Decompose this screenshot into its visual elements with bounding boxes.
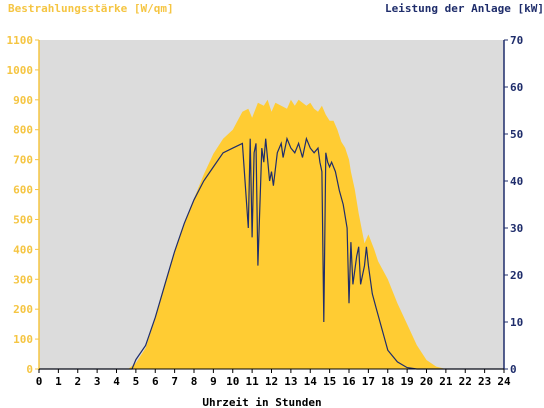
x-tick-label: 7 xyxy=(171,375,178,388)
y-left-tick-label: 300 xyxy=(13,273,33,286)
x-axis-title: Uhrzeit in Stunden xyxy=(202,396,321,408)
y-left-tick-label: 700 xyxy=(13,154,33,167)
x-tick-label: 21 xyxy=(439,375,453,388)
power-line-series xyxy=(39,136,504,370)
y-right-tick-label: 20 xyxy=(510,269,523,282)
right-axis-title: Leistung der Anlage [kW] xyxy=(385,2,544,15)
series-layer xyxy=(39,99,504,370)
y-right-tick-label: 0 xyxy=(510,363,517,376)
left-axis-title: Bestrahlungsstärke [W/qm] xyxy=(8,2,174,15)
x-tick-label: 17 xyxy=(362,375,375,388)
x-tick-label: 24 xyxy=(497,375,511,388)
y-left-tick-label: 100 xyxy=(13,333,33,346)
y-left-tick-label: 600 xyxy=(13,184,33,197)
x-tick-label: 16 xyxy=(342,375,356,388)
x-tick-label: 20 xyxy=(420,375,433,388)
x-tick-label: 4 xyxy=(113,375,120,388)
x-tick-label: 23 xyxy=(478,375,491,388)
y-left-tick-label: 900 xyxy=(13,94,33,107)
x-tick-label: 3 xyxy=(94,375,101,388)
y-left-tick-label: 0 xyxy=(26,363,33,376)
y-left-tick-label: 200 xyxy=(13,303,33,316)
x-tick-label: 19 xyxy=(401,375,414,388)
y-right-tick-label: 10 xyxy=(510,316,523,329)
y-right-tick-label: 30 xyxy=(510,222,523,235)
y-left-tick-label: 400 xyxy=(13,243,33,256)
x-tick-label: 11 xyxy=(246,375,260,388)
x-tick-label: 18 xyxy=(381,375,394,388)
x-tick-label: 8 xyxy=(191,375,198,388)
x-tick-label: 6 xyxy=(152,375,159,388)
x-tick-label: 0 xyxy=(36,375,43,388)
y-left-tick-label: 1000 xyxy=(7,64,34,77)
x-tick-label: 13 xyxy=(284,375,297,388)
x-tick-label: 15 xyxy=(323,375,336,388)
x-tick-label: 1 xyxy=(55,375,62,388)
irradiance-area-series xyxy=(39,99,504,370)
y-right-tick-label: 40 xyxy=(510,175,523,188)
x-tick-label: 2 xyxy=(74,375,81,388)
axis-layer: 0100200300400500600700800900100011000102… xyxy=(7,34,524,388)
y-right-tick-label: 60 xyxy=(510,81,523,94)
x-tick-label: 14 xyxy=(304,375,318,388)
x-tick-label: 12 xyxy=(265,375,278,388)
y-left-tick-label: 500 xyxy=(13,213,33,226)
y-left-tick-label: 800 xyxy=(13,124,33,137)
x-tick-label: 5 xyxy=(133,375,140,388)
y-right-tick-label: 70 xyxy=(510,34,523,47)
x-tick-label: 22 xyxy=(459,375,472,388)
x-tick-label: 10 xyxy=(226,375,239,388)
y-left-tick-label: 1100 xyxy=(7,34,34,47)
y-right-tick-label: 50 xyxy=(510,128,523,141)
x-tick-label: 9 xyxy=(210,375,217,388)
